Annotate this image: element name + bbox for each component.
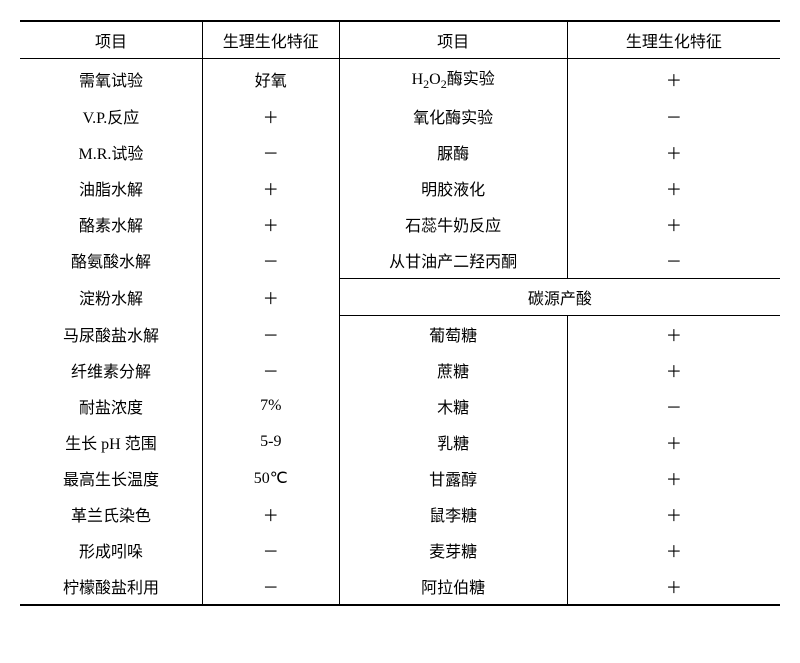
right-item-cell: 脲酶	[339, 134, 567, 170]
right-val-cell: ＋	[567, 316, 780, 353]
left-val-cell: ＋	[202, 98, 339, 134]
right-item-cell: 麦芽糖	[339, 532, 567, 568]
right-val-cell: ＋	[567, 424, 780, 460]
right-val-cell: －	[567, 98, 780, 134]
right-item-cell: 明胶液化	[339, 170, 567, 206]
right-val-cell: ＋	[567, 532, 780, 568]
left-item-cell: 耐盐浓度	[20, 388, 202, 424]
left-item-cell: 马尿酸盐水解	[20, 316, 202, 353]
header-col1: 项目	[20, 21, 202, 59]
left-val-cell: 7%	[202, 388, 339, 424]
header-row: 项目 生理生化特征 项目 生理生化特征	[20, 21, 780, 59]
left-item-cell: V.P.反应	[20, 98, 202, 134]
biochem-table: 项目 生理生化特征 项目 生理生化特征 需氧试验 好氧 H2O2酶实验 ＋ V.…	[20, 20, 780, 606]
table-row-with-section: 淀粉水解 ＋ 碳源产酸	[20, 279, 780, 316]
left-item-cell: 生长 pH 范围	[20, 424, 202, 460]
left-val-cell: ＋	[202, 206, 339, 242]
header-col4: 生理生化特征	[567, 21, 780, 59]
right-item-cell: 阿拉伯糖	[339, 568, 567, 605]
right-val-cell: －	[567, 242, 780, 279]
left-val-cell: ＋	[202, 496, 339, 532]
table-row: 酪氨酸水解 － 从甘油产二羟丙酮 －	[20, 242, 780, 279]
left-item-cell: 油脂水解	[20, 170, 202, 206]
left-item-cell: 需氧试验	[20, 59, 202, 99]
left-item-cell: 酪氨酸水解	[20, 242, 202, 279]
left-item-cell: 最高生长温度	[20, 460, 202, 496]
right-val-cell: ＋	[567, 568, 780, 605]
table-row: 形成吲哚 － 麦芽糖 ＋	[20, 532, 780, 568]
right-val-cell: ＋	[567, 206, 780, 242]
left-val-cell: ＋	[202, 279, 339, 316]
header-col3: 项目	[339, 21, 567, 59]
right-item-cell: 石蕊牛奶反应	[339, 206, 567, 242]
right-item-cell: 木糖	[339, 388, 567, 424]
left-val-cell: 好氧	[202, 59, 339, 99]
left-item-cell: 纤维素分解	[20, 352, 202, 388]
carbon-source-section-header: 碳源产酸	[339, 279, 780, 316]
right-item-cell: 乳糖	[339, 424, 567, 460]
right-item-cell: 从甘油产二羟丙酮	[339, 242, 567, 279]
left-val-cell: －	[202, 568, 339, 605]
table-row: 油脂水解 ＋ 明胶液化 ＋	[20, 170, 780, 206]
right-val-cell: ＋	[567, 59, 780, 99]
header-col2: 生理生化特征	[202, 21, 339, 59]
table-row: 纤维素分解 － 蔗糖 ＋	[20, 352, 780, 388]
left-val-cell: 5-9	[202, 424, 339, 460]
table-row: M.R.试验 － 脲酶 ＋	[20, 134, 780, 170]
left-item-cell: 形成吲哚	[20, 532, 202, 568]
right-val-cell: ＋	[567, 170, 780, 206]
right-val-cell: ＋	[567, 352, 780, 388]
left-item-cell: 革兰氏染色	[20, 496, 202, 532]
right-val-cell: －	[567, 388, 780, 424]
h2o2-label: H2O2酶实验	[412, 71, 495, 88]
table-row: 柠檬酸盐利用 － 阿拉伯糖 ＋	[20, 568, 780, 605]
left-item-cell: 淀粉水解	[20, 279, 202, 316]
right-item-cell: H2O2酶实验	[339, 59, 567, 99]
table-row: 酪素水解 ＋ 石蕊牛奶反应 ＋	[20, 206, 780, 242]
table-row: 马尿酸盐水解 － 葡萄糖 ＋	[20, 316, 780, 353]
left-val-cell: －	[202, 352, 339, 388]
right-item-cell: 鼠李糖	[339, 496, 567, 532]
biochem-table-container: 项目 生理生化特征 项目 生理生化特征 需氧试验 好氧 H2O2酶实验 ＋ V.…	[20, 20, 780, 606]
table-row: 需氧试验 好氧 H2O2酶实验 ＋	[20, 59, 780, 99]
table-row: 生长 pH 范围 5-9 乳糖 ＋	[20, 424, 780, 460]
right-val-cell: ＋	[567, 134, 780, 170]
left-val-cell: 50℃	[202, 460, 339, 496]
right-item-cell: 氧化酶实验	[339, 98, 567, 134]
right-item-cell: 甘露醇	[339, 460, 567, 496]
table-row: 耐盐浓度 7% 木糖 －	[20, 388, 780, 424]
right-val-cell: ＋	[567, 496, 780, 532]
left-val-cell: ＋	[202, 170, 339, 206]
left-val-cell: －	[202, 242, 339, 279]
table-body: 需氧试验 好氧 H2O2酶实验 ＋ V.P.反应 ＋ 氧化酶实验 － M.R.试…	[20, 59, 780, 606]
left-val-cell: －	[202, 532, 339, 568]
table-row: 最高生长温度 50℃ 甘露醇 ＋	[20, 460, 780, 496]
table-row: V.P.反应 ＋ 氧化酶实验 －	[20, 98, 780, 134]
left-val-cell: －	[202, 316, 339, 353]
table-row: 革兰氏染色 ＋ 鼠李糖 ＋	[20, 496, 780, 532]
left-val-cell: －	[202, 134, 339, 170]
left-item-cell: 酪素水解	[20, 206, 202, 242]
right-item-cell: 蔗糖	[339, 352, 567, 388]
left-item-cell: M.R.试验	[20, 134, 202, 170]
left-item-cell: 柠檬酸盐利用	[20, 568, 202, 605]
right-item-cell: 葡萄糖	[339, 316, 567, 353]
right-val-cell: ＋	[567, 460, 780, 496]
